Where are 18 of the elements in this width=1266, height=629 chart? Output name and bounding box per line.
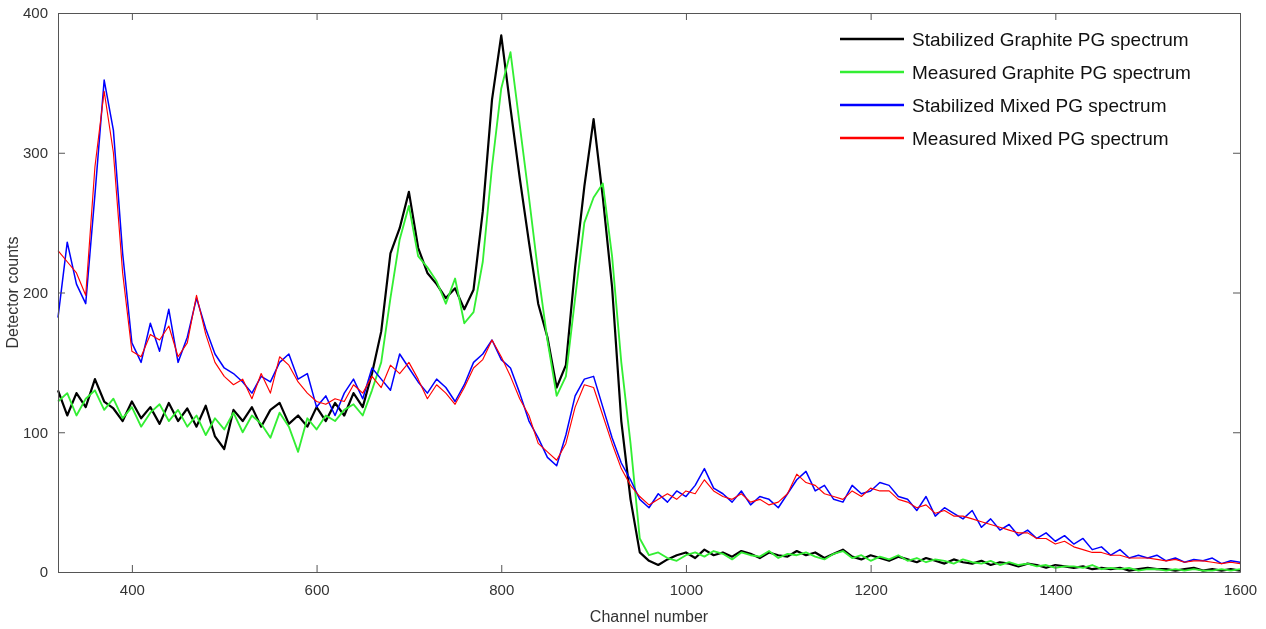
x-tick-label: 1200 [854,580,888,598]
x-axis-title: Channel number [589,608,709,625]
y-axis-title: Detector counts [4,236,21,349]
y-tick-label: 100 [22,423,48,441]
legend-label: Measured Graphite PG spectrum [912,62,1191,83]
x-tick-label: 800 [489,580,515,598]
x-tick-label: 1400 [1039,580,1073,598]
legend-label: Stabilized Graphite PG spectrum [912,29,1189,50]
x-tick-label: 400 [119,580,145,598]
x-tick-label: 1000 [669,580,704,598]
y-tick-label: 0 [39,563,48,581]
y-tick-label: 300 [22,144,48,162]
x-tick-label: 1600 [1223,580,1258,598]
legend-label: Measured Mixed PG spectrum [912,128,1169,149]
y-tick-label: 400 [22,4,48,22]
y-tick-label: 200 [22,283,48,301]
x-tick-label: 600 [304,580,330,598]
legend-label: Stabilized Mixed PG spectrum [912,95,1167,116]
